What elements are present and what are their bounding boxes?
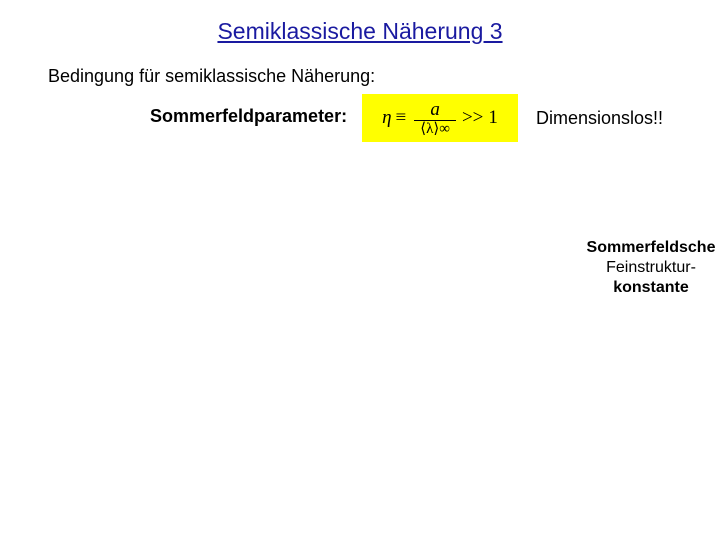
symbol-eta: η [382, 107, 391, 129]
symbol-one: 1 [488, 107, 498, 129]
fine-structure-line3: konstante [576, 278, 720, 298]
condition-text: Bedingung für semiklassische Näherung: [48, 66, 375, 87]
fraction-denominator: ⟨λ⟩∞ [414, 120, 456, 137]
fraction-numerator: a [424, 100, 446, 120]
fine-structure-line1: Sommerfeldsche [576, 238, 720, 258]
fraction: a ⟨λ⟩∞ [414, 100, 456, 137]
slide-title: Semiklassische Näherung 3 [0, 18, 720, 45]
symbol-equiv: ≡ [396, 107, 407, 129]
fine-structure-constant-label: Sommerfeldsche Feinstruktur- konstante [576, 238, 720, 298]
sommerfeld-formula: η ≡ a ⟨λ⟩∞ >> 1 [362, 94, 518, 142]
symbol-much-greater: >> [462, 107, 483, 129]
dimensionless-label: Dimensionslos!! [536, 108, 663, 129]
parameter-label: Sommerfeldparameter: [150, 106, 347, 127]
fine-structure-line2: Feinstruktur- [576, 258, 720, 278]
